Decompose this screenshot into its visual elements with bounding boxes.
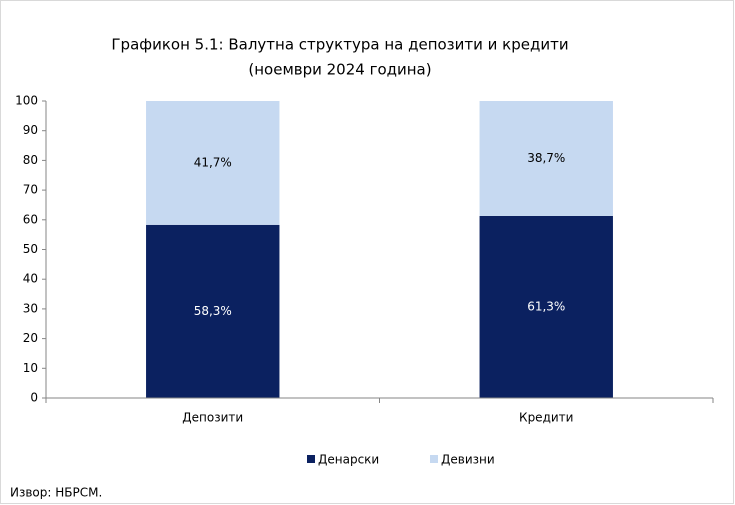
value-label: 38,7% bbox=[527, 151, 565, 165]
y-tick-label: 30 bbox=[23, 301, 38, 315]
bar-segment bbox=[146, 101, 280, 225]
y-tick-label: 20 bbox=[23, 331, 38, 345]
value-label: 41,7% bbox=[194, 155, 232, 169]
value-label: 61,3% bbox=[527, 299, 565, 313]
x-tick-label: Депозити bbox=[182, 411, 243, 425]
bar-segment bbox=[479, 215, 613, 398]
chart-subtitle: (ноември 2024 година) bbox=[248, 61, 431, 79]
y-tick-label: 10 bbox=[23, 361, 38, 375]
value-label: 58,3% bbox=[194, 304, 232, 318]
y-tick-label: 90 bbox=[23, 123, 38, 137]
y-tick-label: 70 bbox=[23, 183, 38, 197]
x-tick-label: Кредити bbox=[519, 411, 573, 425]
source-note: Извор: НБРСМ. bbox=[10, 486, 102, 500]
y-tick-label: 100 bbox=[15, 94, 38, 108]
bar-segment bbox=[479, 101, 613, 216]
y-tick-label: 0 bbox=[30, 391, 38, 405]
y-tick-label: 80 bbox=[23, 153, 38, 167]
bar-segment bbox=[146, 224, 280, 398]
chart-title: Графикон 5.1: Валутна структура на депоз… bbox=[111, 36, 568, 54]
y-tick-label: 50 bbox=[23, 242, 38, 256]
legend-swatch bbox=[430, 455, 438, 463]
legend-label: Девизни bbox=[441, 453, 495, 467]
y-tick-label: 60 bbox=[23, 212, 38, 226]
legend-swatch bbox=[307, 455, 315, 463]
y-tick-label: 40 bbox=[23, 272, 38, 286]
legend-label: Денарски bbox=[318, 453, 379, 467]
